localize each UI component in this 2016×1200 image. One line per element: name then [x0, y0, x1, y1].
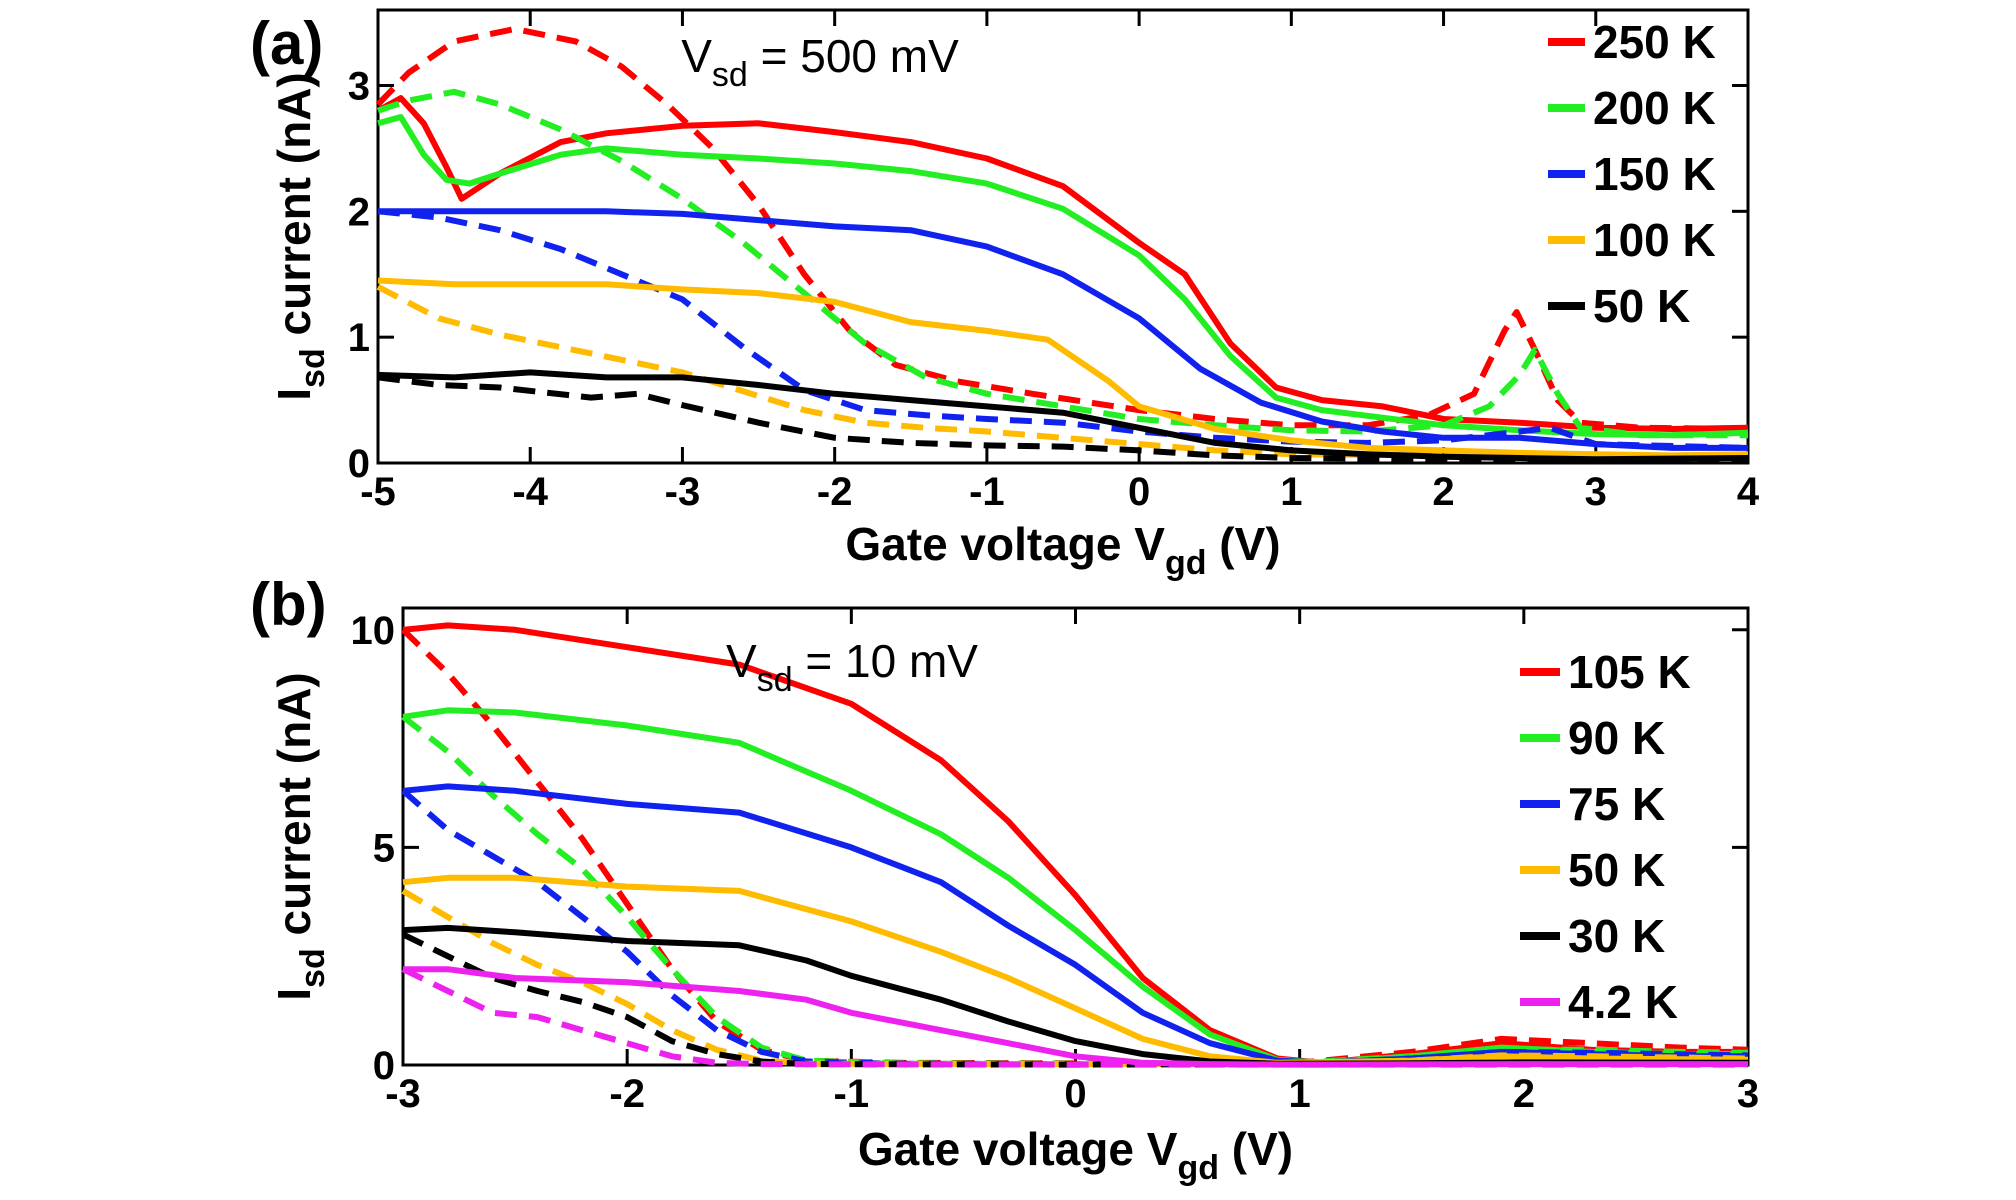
- legend-label: 200 K: [1593, 82, 1716, 134]
- x-tick-label: 4: [1737, 470, 1760, 514]
- panel-label: (b): [250, 571, 327, 638]
- series-line-dashed: [377, 208, 1749, 451]
- series-line-dashed: [400, 627, 1749, 1067]
- y-tick-label: 3: [348, 65, 370, 109]
- series-line-solid: [377, 369, 1749, 463]
- x-tick-label: 1: [1280, 470, 1302, 514]
- series-line-dashed: [401, 966, 1748, 1068]
- x-tick-label: 3: [1737, 1072, 1759, 1116]
- legend-label: 4.2 K: [1568, 976, 1678, 1028]
- series-line-dashed: [375, 25, 1749, 432]
- legend-label: 150 K: [1593, 148, 1716, 200]
- series-line-dashed: [377, 88, 1748, 439]
- series-line-solid: [377, 277, 1749, 459]
- series-line-dashed: [377, 374, 1748, 464]
- vsd-annotation: Vsd = 10 mV: [726, 635, 978, 699]
- legend-label: 50 K: [1568, 844, 1665, 896]
- legend-label: 30 K: [1568, 910, 1665, 962]
- x-tick-label: -5: [360, 470, 396, 514]
- legend-label: 50 K: [1593, 280, 1690, 332]
- x-axis-title: Gate voltage Vgd (V): [858, 1123, 1293, 1187]
- x-tick-label: 2: [1432, 470, 1454, 514]
- x-tick-label: 1: [1289, 1072, 1311, 1116]
- series-line-solid: [402, 707, 1748, 1066]
- y-tick-label: 0: [373, 1044, 395, 1088]
- y-tick-label: 2: [348, 190, 370, 234]
- series-line-solid: [378, 208, 1748, 451]
- series-line-solid: [376, 95, 1749, 432]
- series-line-solid: [402, 622, 1748, 1066]
- legend-label: 250 K: [1593, 16, 1716, 68]
- y-tick-label: 0: [348, 442, 370, 486]
- legend-label: 105 K: [1568, 646, 1691, 698]
- x-tick-label: -3: [665, 470, 701, 514]
- panel-a: -5 -4 -3 -2 -1 0 1 2 3 4 0 1 2 3 250 K 200 K 150 K 100 K 5…: [250, 8, 1760, 582]
- legend-label: 75 K: [1568, 778, 1665, 830]
- x-tick-label: -2: [609, 1072, 645, 1116]
- series-line-solid: [403, 966, 1748, 1068]
- x-tick-label: 0: [1064, 1072, 1086, 1116]
- x-axis-title: Gate voltage Vgd (V): [845, 518, 1280, 582]
- series-line-solid: [402, 783, 1748, 1066]
- legend-label: 90 K: [1568, 712, 1665, 764]
- x-tick-label: 3: [1585, 470, 1607, 514]
- x-tick-label: -1: [969, 470, 1005, 514]
- x-tick-label: -4: [512, 470, 548, 514]
- panel-label: (a): [250, 10, 323, 77]
- y-axis-title: Isd current (nA): [268, 672, 332, 1000]
- panel-b: -3 -2 -1 0 1 2 3 0 5 10 105 K 90 K 75 K 50 K 30 K 4.2 K…: [250, 571, 1759, 1187]
- x-tick-label: -1: [834, 1072, 870, 1116]
- legend-label: 100 K: [1593, 214, 1716, 266]
- x-tick-label: 0: [1128, 470, 1150, 514]
- y-tick-label: 5: [373, 826, 395, 870]
- plot-frame: [401, 606, 1750, 1067]
- y-tick-label: 1: [348, 316, 370, 360]
- plot-frame: [376, 8, 1750, 465]
- vsd-annotation: Vsd = 500 mV: [681, 30, 959, 94]
- y-axis-title: Isd current (nA): [268, 72, 332, 400]
- x-tick-label: 2: [1513, 1072, 1535, 1116]
- series-line-dashed: [401, 931, 1748, 1068]
- x-tick-label: -3: [385, 1072, 421, 1116]
- x-tick-label: -2: [817, 470, 853, 514]
- y-tick-label: 10: [351, 609, 396, 653]
